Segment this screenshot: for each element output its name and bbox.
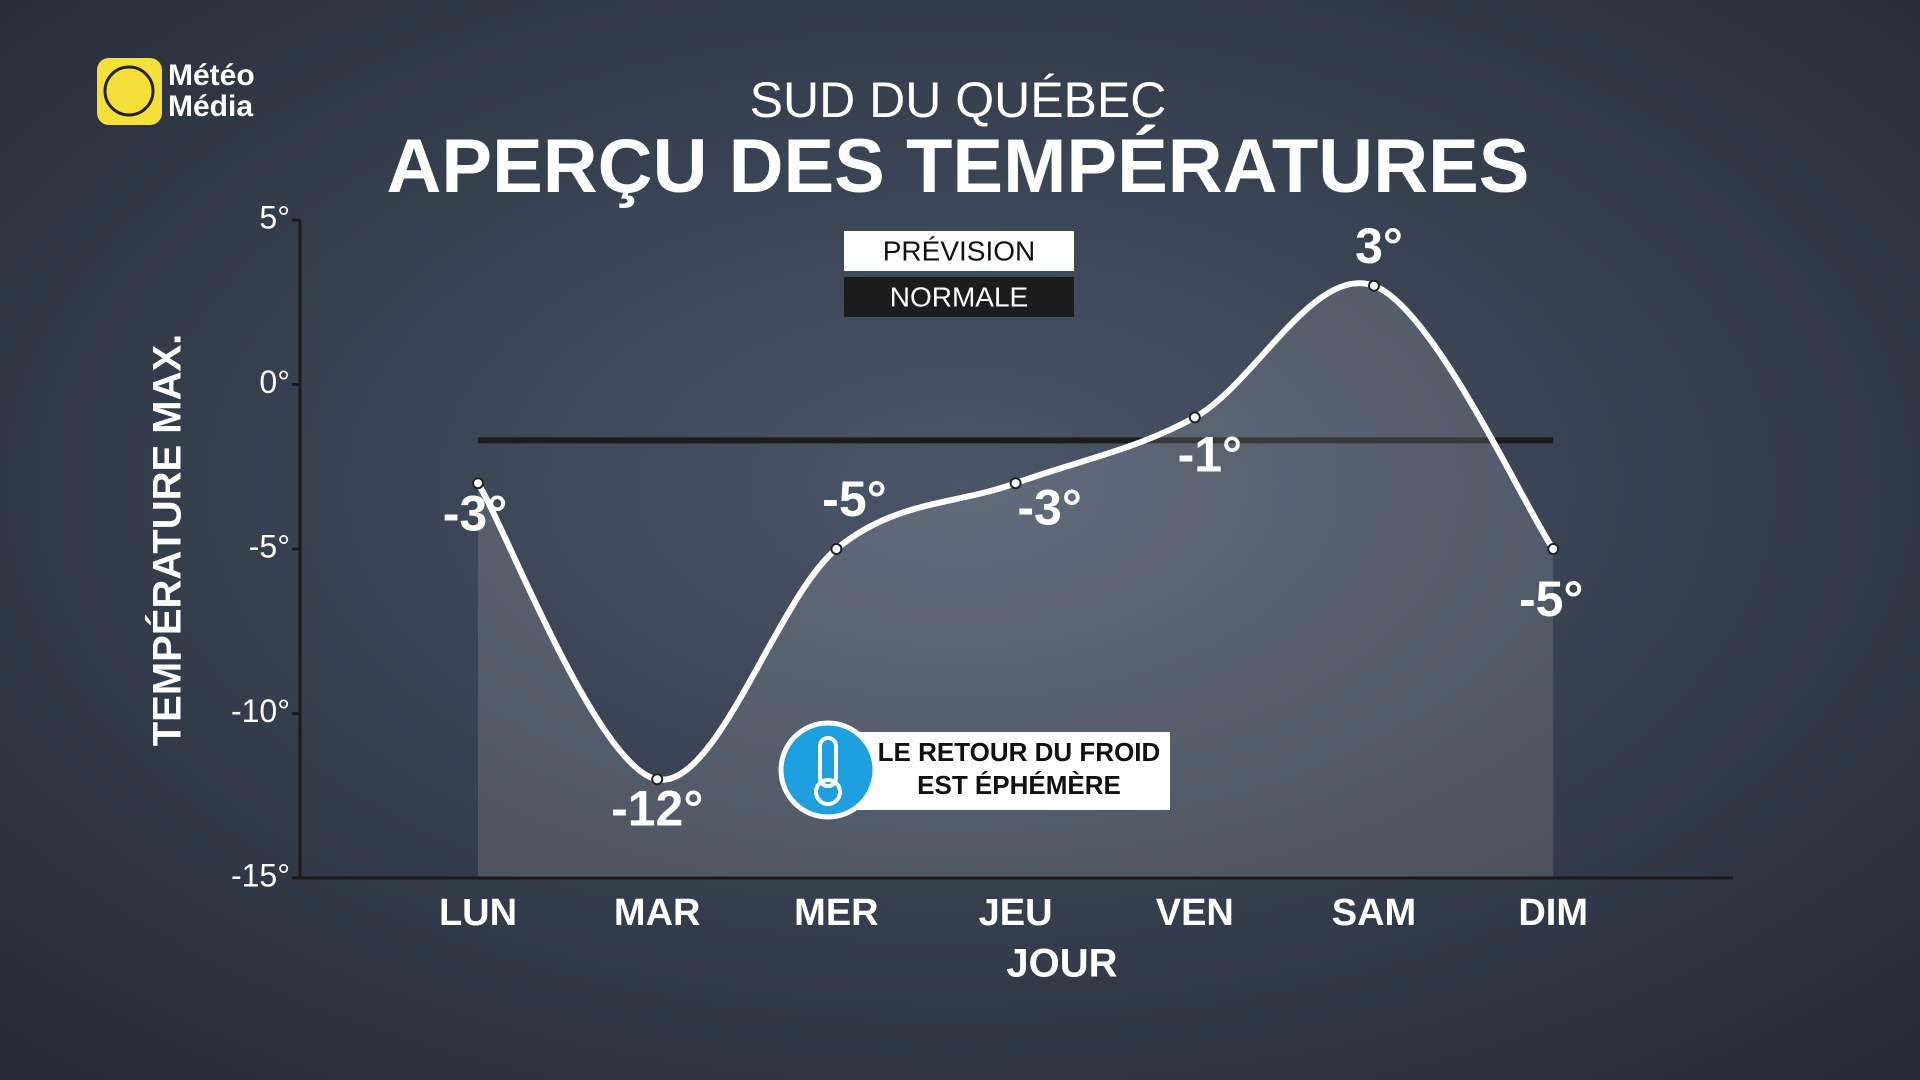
logo-text: Météo <box>168 59 255 92</box>
y-axis-label: TEMPÉRATURE MAX. <box>145 334 190 747</box>
x-tick-label: DIM <box>1518 892 1588 934</box>
data-label: -12° <box>611 781 703 837</box>
logo-globe <box>103 65 155 117</box>
data-label: -5° <box>1519 571 1583 627</box>
x-tick-label: SAM <box>1332 892 1416 934</box>
point <box>472 477 484 490</box>
point <box>651 773 664 786</box>
annotation: LE RETOUR DU FROID EST ÉPHÉMÈRE <box>778 720 1170 820</box>
data-label: -3° <box>443 485 507 541</box>
data-label: -5° <box>822 471 886 527</box>
line <box>475 280 1556 783</box>
thermometer <box>818 736 838 788</box>
logo-text: Média <box>168 90 253 123</box>
point <box>1547 543 1560 555</box>
point <box>1188 411 1201 424</box>
chart-title: SUD DU QUÉBEC <box>750 72 1167 128</box>
data-label: 3° <box>1355 218 1403 274</box>
legend-label: PRÉVISION <box>883 235 1035 266</box>
x-axis-label: JOUR <box>1006 942 1117 986</box>
y-tick-label: -15° <box>231 857 290 893</box>
x-tick-label: MAR <box>614 892 701 934</box>
data-label: -3° <box>1017 479 1081 535</box>
point <box>830 543 843 555</box>
x-tick-label: LUN <box>439 892 517 934</box>
annotation-icon <box>778 720 878 820</box>
logo: Météo Média <box>97 58 255 125</box>
point <box>1368 279 1380 292</box>
annotation-text: EST ÉPHÉMÈRE <box>917 770 1121 800</box>
legend-label: NORMALE <box>890 281 1028 312</box>
y-tick-label: -10° <box>231 693 290 729</box>
thermometer-bulb <box>814 778 842 806</box>
point <box>1009 477 1022 490</box>
legend-swatch <box>844 231 1074 271</box>
annotation-text: LE RETOUR DU FROID <box>878 737 1161 767</box>
x-tick-label: VEN <box>1156 892 1234 934</box>
y-tick-label: -5° <box>249 528 290 564</box>
y-tick-label: 5° <box>259 199 290 235</box>
annotation-box <box>845 732 1170 810</box>
x-tick-label: MER <box>794 892 878 934</box>
legend-swatch <box>844 277 1074 317</box>
x-tick-label: JEU <box>979 892 1053 934</box>
y-tick-label: 0° <box>259 364 290 400</box>
area <box>478 283 1554 878</box>
chart-subtitle: APERÇU DES TEMPÉRATURES <box>387 124 1530 209</box>
data-label: -1° <box>1178 427 1242 483</box>
